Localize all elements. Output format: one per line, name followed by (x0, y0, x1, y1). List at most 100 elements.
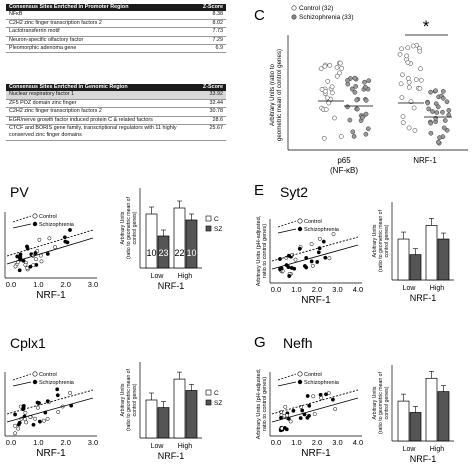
c-data-point (430, 109, 435, 114)
table-row: Lactotransferrin motif 7.73 (6, 28, 226, 37)
promoter-table-zhdr: Z-Score (202, 4, 223, 10)
x-tick-label: 1.0 (33, 438, 43, 447)
legend-sz-swatch (205, 225, 212, 232)
scatter-point (291, 408, 296, 413)
fit-line-control (6, 229, 94, 257)
scatter-point (282, 425, 287, 430)
scatter-point (31, 263, 36, 268)
c-data-point (363, 111, 369, 117)
bar-cat-high: High (178, 443, 193, 450)
c-data-point (334, 73, 340, 79)
scatter-point (331, 232, 336, 237)
c-data-point (412, 128, 418, 133)
table-row: EGR/nerve growth factor induced protein … (6, 116, 226, 126)
x-tick-label: 1.0 (33, 280, 43, 289)
scatter-point (323, 255, 328, 260)
panel-letter-g: G (254, 334, 266, 351)
c-data-point (326, 100, 332, 106)
c-data-point (365, 126, 371, 132)
site-name: C2H2 zinc finger transcription factors 2 (9, 108, 102, 115)
scatter-point (287, 274, 292, 278)
x-tick-label: 3.0 (332, 285, 342, 294)
scatter-point (13, 264, 18, 269)
c-data-point (441, 125, 447, 131)
c-data-point (404, 53, 410, 59)
scatter-point (56, 410, 61, 414)
fit-line-sz (6, 237, 94, 265)
fit-line-sz (271, 397, 359, 423)
legend-sz-marker (291, 14, 297, 20)
c-data-point (425, 100, 430, 106)
c-data-point (440, 95, 446, 101)
c-data-point (440, 109, 445, 115)
bar-control (397, 400, 410, 442)
x-tick-label: 0.0 (6, 280, 16, 289)
legend-sz-label: Schizophrenia (304, 380, 340, 386)
c-data-point (413, 77, 419, 82)
scatter-point (307, 413, 311, 418)
site-name: Lactotransferrin motif (9, 28, 60, 35)
bar-y-label: (ratio to geometric mean of (378, 371, 384, 434)
c-data-point (440, 89, 446, 94)
pv-gene-label: PV (10, 184, 29, 200)
bar-control (173, 378, 186, 439)
table-row: Nuclear respiratory factor 1 33.92 (6, 91, 226, 100)
c-group1-label: p65 (337, 156, 351, 165)
c-data-point (354, 106, 360, 112)
scatter-point (310, 263, 315, 268)
site-name: CTCF and BORIS gene family, transcriptio… (9, 125, 177, 139)
syt2-gene-label: Syt2 (280, 184, 308, 200)
scatter-point (25, 266, 30, 271)
x-tick-label: 3.0 (88, 280, 98, 289)
scatter-y-label: ratio to control genes) (262, 224, 268, 278)
site-name: EGR/nerve growth factor induced protein … (9, 116, 153, 123)
n-label: 22 (174, 248, 184, 258)
x-tick-label: 2.0 (312, 438, 322, 447)
x-tick-label: 3.0 (332, 438, 342, 447)
c-data-point (352, 89, 358, 95)
c-data-point (428, 130, 434, 136)
c-data-point (339, 65, 345, 71)
legend-control: Control (32) (299, 5, 333, 12)
scatter-x-label: NRF-1 (36, 448, 66, 459)
promoter-table-header: Consensus Sites Enriched in Promoter Reg… (6, 4, 226, 12)
n-label: 10 (146, 248, 156, 258)
c-data-point (446, 108, 452, 113)
x-tick-label: 0.0 (6, 438, 16, 447)
site-name: Nuclear respiratory factor 1 (9, 91, 75, 98)
scatter-point (293, 257, 298, 262)
scatter-point (309, 259, 314, 264)
legend-control-marker (291, 5, 297, 11)
scatter-point (285, 413, 290, 418)
scatter-point (33, 416, 37, 421)
scatter-point (318, 392, 323, 397)
legend-control-line (277, 373, 297, 381)
scatter-point (327, 256, 332, 261)
c-data-point (352, 75, 358, 81)
c-data-point (426, 106, 432, 112)
c-data-point (410, 43, 416, 49)
scatter-x-label: NRF-1 (301, 448, 331, 459)
legend-control-line (12, 373, 32, 381)
table-row: ZF5 POZ domain zinc finger 32.44 (6, 100, 226, 109)
c-data-point (363, 98, 369, 103)
c-data-point (437, 135, 442, 140)
c-data-point (366, 78, 372, 84)
scatter-point (25, 244, 29, 249)
pv-scatter: Control Schizophrenia 0.0 1.0 2.0 3.0 NRF-1 (4, 212, 98, 301)
bar-sz (409, 412, 422, 442)
bar-y-label: Arbitrary Units (372, 224, 378, 257)
scatter-x-label: NRF-1 (301, 295, 331, 306)
c-data-point (354, 97, 360, 103)
legend-sz-label: SZ (214, 226, 222, 233)
scatter-point (311, 394, 316, 399)
bar-sz (185, 390, 198, 439)
c-data-point (405, 60, 411, 65)
scatter-point (39, 259, 44, 264)
scatter-y-label: ratio to control genes) (262, 377, 268, 431)
c-data-point (399, 95, 405, 100)
c-data-point (332, 115, 337, 121)
